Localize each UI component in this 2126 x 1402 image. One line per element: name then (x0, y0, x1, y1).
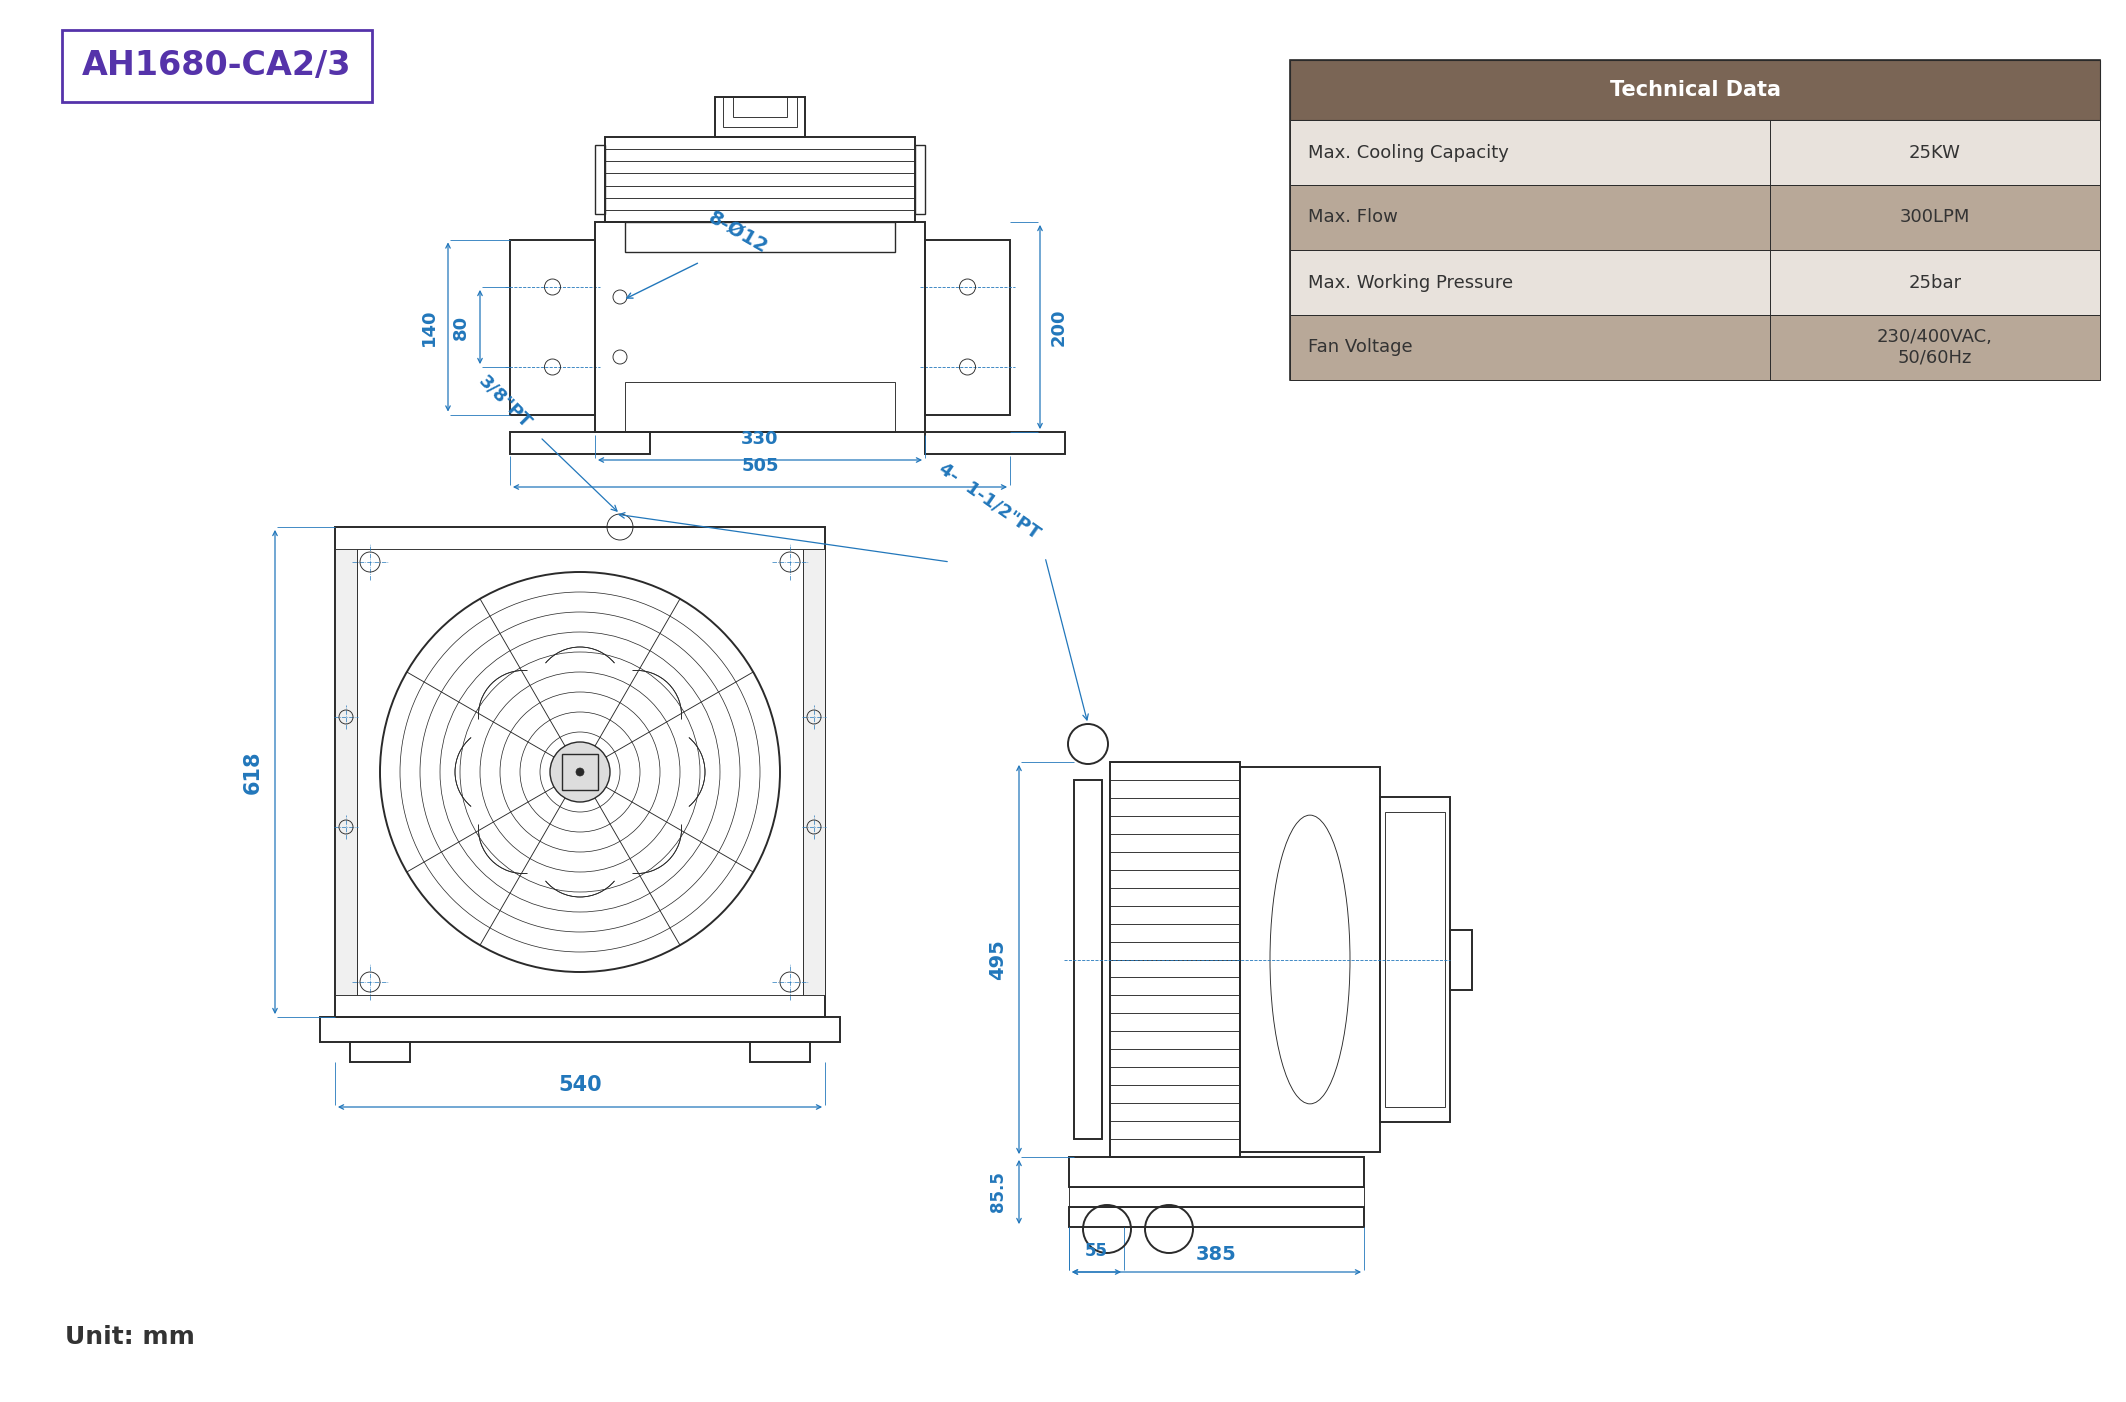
Text: 80: 80 (453, 314, 470, 339)
Bar (1450, 930, 1471, 990)
Text: Max. Working Pressure: Max. Working Pressure (1307, 273, 1514, 292)
Bar (925, 432, 1065, 454)
Text: 140: 140 (421, 308, 438, 346)
Bar (510, 240, 595, 415)
Text: AH1680-CA2/3: AH1680-CA2/3 (83, 49, 351, 83)
Text: Unit: mm: Unit: mm (66, 1325, 196, 1349)
Text: 8-Ø12: 8-Ø12 (706, 207, 772, 257)
Bar (606, 137, 914, 222)
Bar (1290, 121, 2100, 185)
Bar (1110, 763, 1239, 1157)
Bar (1290, 315, 2100, 380)
Text: 25KW: 25KW (1909, 143, 1960, 161)
Bar (804, 550, 825, 995)
Text: 200: 200 (1050, 308, 1067, 346)
Bar (510, 432, 651, 454)
Text: 25bar: 25bar (1909, 273, 1962, 292)
Bar (1074, 780, 1101, 1138)
Bar (595, 144, 606, 215)
Bar (1069, 1157, 1365, 1187)
Text: Technical Data: Technical Data (1609, 80, 1779, 100)
Text: 3/8"PT: 3/8"PT (474, 372, 536, 432)
Text: 300LPM: 300LPM (1901, 209, 1971, 227)
Bar (321, 1016, 840, 1042)
Bar (925, 240, 1010, 415)
Text: 385: 385 (1197, 1245, 1237, 1265)
Text: 540: 540 (559, 1075, 602, 1095)
Bar (1380, 796, 1450, 1122)
Bar (595, 222, 925, 432)
Text: Max. Flow: Max. Flow (1307, 209, 1399, 227)
Bar (1290, 250, 2100, 315)
Text: 4-  1-1/2"PT: 4- 1-1/2"PT (935, 458, 1044, 543)
Bar (625, 381, 895, 432)
Text: 330: 330 (742, 430, 778, 449)
Bar (914, 144, 925, 215)
Bar (714, 97, 806, 137)
Bar (1384, 812, 1446, 1108)
Bar (1069, 1207, 1365, 1227)
Circle shape (576, 768, 585, 775)
Bar (1069, 1187, 1365, 1207)
Text: 55: 55 (1084, 1242, 1108, 1260)
Bar (62, 29, 372, 102)
Text: Fan Voltage: Fan Voltage (1307, 338, 1412, 356)
Text: 495: 495 (989, 939, 1008, 980)
Bar (750, 1042, 810, 1061)
Circle shape (551, 742, 610, 802)
Text: Max. Cooling Capacity: Max. Cooling Capacity (1307, 143, 1509, 161)
Bar (1239, 767, 1380, 1152)
Text: 230/400VAC,
50/60Hz: 230/400VAC, 50/60Hz (1877, 328, 1992, 367)
Bar (351, 1042, 410, 1061)
Bar (733, 97, 787, 116)
Bar (336, 550, 357, 995)
Bar (625, 222, 895, 252)
Bar (1290, 60, 2100, 121)
Bar (357, 550, 804, 995)
Bar (1290, 185, 2100, 250)
Bar (336, 527, 825, 1016)
Bar (1290, 60, 2100, 380)
Text: 505: 505 (742, 457, 778, 475)
Bar (561, 754, 597, 789)
Text: 618: 618 (242, 750, 264, 794)
Text: 85.5: 85.5 (989, 1172, 1008, 1213)
Bar (723, 97, 797, 128)
